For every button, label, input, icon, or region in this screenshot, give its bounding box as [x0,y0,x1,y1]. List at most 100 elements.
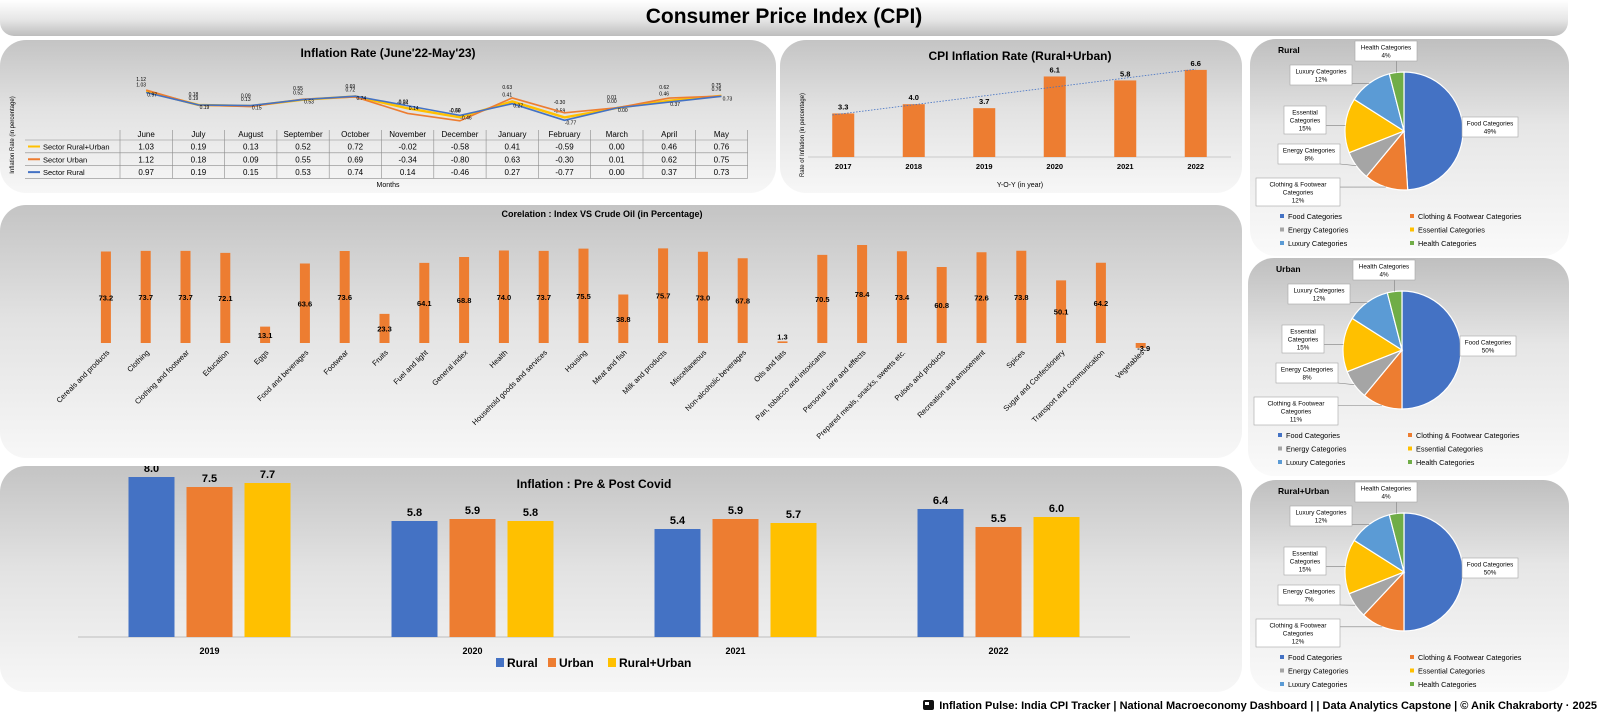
chart-title: Inflation : Pre & Post Covid [517,477,672,491]
slice-label-line: Clothing & Footwear [1269,623,1326,630]
data-label: 0.63 [502,85,512,91]
pie-panel-rural: Rural Food Categories 49% Clothing & Footwe… [1250,39,1569,256]
data-label: 0.09 [241,94,251,100]
data-label: 0.19 [189,96,199,102]
data-label: -0.30 [554,100,566,106]
table-cell: 0.15 [243,168,259,177]
table-cell: -0.46 [451,168,470,177]
data-label: 0.52 [293,91,303,97]
bar [896,251,907,343]
legend-label: Luxury Categories [1288,239,1348,248]
cpi-yoy-chart: CPI Inflation Rate (Rural+Urban) Rate of … [800,49,1231,189]
bar [459,257,470,343]
slice-label-line: Categories [1283,631,1313,638]
legend-swatch [1408,433,1412,437]
slice-label-line: Health Categories [1361,486,1411,493]
callout-box [1253,396,1339,426]
bar [770,523,817,637]
data-label: 0.00 [618,108,628,114]
bar [697,251,708,343]
legend-label: Energy Categories [1286,445,1347,454]
data-label: 75.5 [576,292,591,301]
tick-label: 2021 [725,646,745,656]
pie-slice [1403,512,1464,632]
slice-label-line: 8% [1302,375,1312,382]
data-label: 73.7 [536,293,551,302]
inflation-rate-panel: Inflation Rate (June'22-May'23) Inflation… [0,40,776,193]
table-cell: 1.12 [138,155,154,164]
slice-label: Clothing & Footwear Categories 12% [1269,182,1326,205]
data-label: 73.0 [696,293,711,302]
callout-box [1277,584,1341,606]
month-header: November [389,130,426,139]
data-label: -0.02 [397,99,409,105]
table-cell: 0.01 [609,155,625,164]
pie-slice [1401,290,1462,410]
data-label: 5.5 [991,513,1006,525]
chart-title: Rural [1278,45,1300,55]
pre-post-covid-panel: Inflation : Pre & Post Covid 8.0 7.5 7.7 201… [0,466,1242,692]
tick-label: General index [430,348,470,388]
inflation-rate-chart: Inflation Rate (June'22-May'23) Inflation… [10,46,748,189]
tick-label: Footwear [322,348,351,377]
data-label: 13.1 [258,331,273,340]
data-label: 72.6 [974,294,989,303]
slice-label-line: 4% [1379,272,1389,279]
legend-swatch [1280,241,1284,245]
data-label: 60.8 [934,301,949,310]
bar [917,509,964,637]
legend-swatch [496,658,504,667]
tick-label: Education [201,348,231,378]
table-cell: 0.13 [243,143,259,152]
data-label: 73.8 [1014,293,1029,302]
bar [618,294,629,343]
bar [973,108,996,157]
legend-label: Clothing & Footwear Categories [1418,653,1522,662]
legend-label: Essential Categories [1418,667,1485,676]
bar [244,483,291,637]
legend-swatch [1408,446,1412,451]
pie-panel-urban: Urban Food Categories 50% Clothing & Footwe… [1248,258,1569,476]
legend-swatch [1278,446,1282,451]
bar [498,250,509,343]
table-cell: -0.34 [399,155,418,164]
slice-label-line: 50% [1484,570,1497,577]
table-cell: 0.75 [714,155,730,164]
data-label: 63.6 [298,299,313,308]
bar [976,252,987,343]
callout-box [1277,143,1341,165]
legend-label: Clothing & Footwear Categories [1416,431,1520,440]
chart-title: Rural+Urban [1278,486,1329,496]
slice-label: Essential Categories 15% [1290,551,1320,574]
tick-label: 2017 [835,162,852,171]
data-label: 0.13 [241,97,251,103]
table-cell: 0.74 [348,168,364,177]
legend-swatch [1410,227,1414,232]
bar [449,519,496,637]
slice-label-line: Categories [1283,190,1313,197]
slice-label: Clothing & Footwear Categories 11% [1267,401,1324,424]
slice-label: Health Categories 4% [1361,45,1411,60]
correlation-chart: Corelation : Index VS Crude Oil (in Perc… [55,209,1151,441]
slice-label-line: Categories [1281,409,1311,416]
table-cell: 0.63 [504,155,520,164]
slice-label-line: Food Categories [1467,121,1514,128]
legend-label: Essential Categories [1416,445,1483,454]
tick-label: Miscellaneous [668,348,708,388]
month-header: February [549,130,581,139]
data-label: 0.01 [607,95,617,101]
table-cell: 0.09 [243,155,259,164]
tick-label: Fruits [370,348,390,368]
slice-label-line: 12% [1313,296,1326,303]
data-label: 64.1 [417,299,432,308]
table-cell: 0.18 [191,155,207,164]
slice-label: Clothing & Footwear Categories 12% [1269,623,1326,646]
legend-swatch [1410,682,1414,686]
data-label: -0.80 [449,108,461,114]
bar [419,262,430,343]
legend-swatch [1278,460,1282,464]
data-label: -0.34 [397,100,409,106]
data-label: 0.69 [345,84,355,90]
